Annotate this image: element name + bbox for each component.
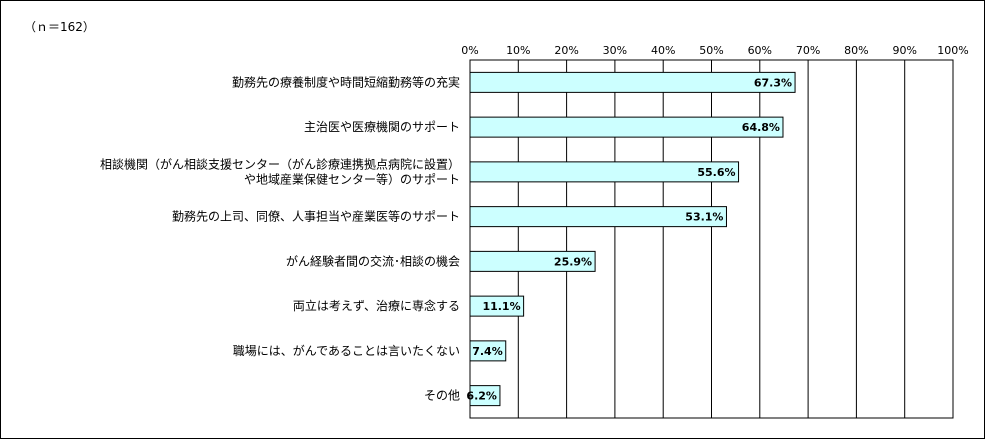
tick-layer: 0% 10% 20% 30% 40% 50% 60% 70% 80% 90% 100% xyxy=(461,44,968,57)
x-tick-label: 80% xyxy=(844,44,868,57)
category-label: 主治医や医療機関のサポート xyxy=(304,119,460,134)
category-label: その他 xyxy=(424,389,460,403)
category-label: 勤務先の上司、同僚、人事担当や産業医等のサポート xyxy=(172,209,460,224)
category-label: 両立は考えず、治療に専念する xyxy=(293,298,460,313)
grid-layer xyxy=(469,59,954,419)
data-label: 55.6% xyxy=(697,166,735,179)
x-tick-label: 40% xyxy=(651,44,675,57)
data-label-layer: 67.3% 64.8% 55.6% 53.1% 25.9% 11.1% 7.4% 6.2% xyxy=(466,76,792,402)
x-tick-label: 50% xyxy=(699,44,723,57)
bar xyxy=(469,295,525,317)
data-label: 67.3% xyxy=(754,76,792,89)
bar xyxy=(469,385,501,407)
data-label: 53.1% xyxy=(685,211,723,224)
data-label: 25.9% xyxy=(554,255,592,268)
bar xyxy=(469,340,507,362)
data-label: 6.2% xyxy=(466,390,497,403)
bar-layer xyxy=(469,71,796,407)
x-tick-label: 0% xyxy=(461,44,478,57)
category-label: 職場には、がんであることは言いたくない xyxy=(233,343,460,358)
bar xyxy=(469,71,796,93)
data-label: 64.8% xyxy=(742,121,780,134)
x-tick-label: 60% xyxy=(748,44,772,57)
data-label: 11.1% xyxy=(482,300,520,313)
sample-size-note: （ｎ＝162） xyxy=(24,20,95,34)
x-tick-label: 70% xyxy=(796,44,820,57)
category-label: 相談機関（がん相談支援センター（がん診療連携拠点病院に設置） xyxy=(100,156,460,171)
category-label: 勤務先の療養制度や時間短縮勤務等の充実 xyxy=(232,74,460,89)
category-label: や地域産業保健センター等）のサポート xyxy=(244,171,460,186)
category-label: がん経験者間の交流･相談の機会 xyxy=(286,253,460,268)
x-tick-label: 100% xyxy=(937,44,968,57)
category-label-layer: 勤務先の療養制度や時間短縮勤務等の充実主治医や医療機関のサポート相談機関（がん相… xyxy=(100,74,460,402)
x-tick-label: 90% xyxy=(892,44,916,57)
bar xyxy=(469,116,784,138)
bar xyxy=(469,161,740,183)
bar xyxy=(469,206,727,228)
data-label: 7.4% xyxy=(472,345,503,358)
bar xyxy=(469,250,596,272)
x-tick-label: 20% xyxy=(554,44,578,57)
x-tick-label: 30% xyxy=(603,44,627,57)
x-tick-label: 10% xyxy=(506,44,530,57)
